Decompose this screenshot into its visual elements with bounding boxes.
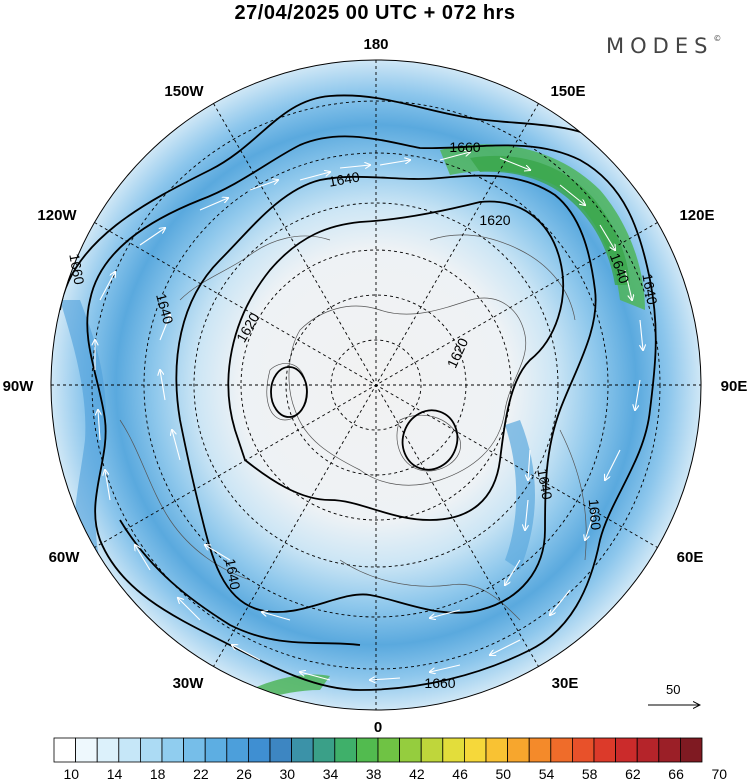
wind-reference-value: 50	[666, 682, 681, 697]
modes-logo: MODES©	[606, 34, 721, 58]
contour-label: 1640	[639, 272, 660, 306]
longitude-label-120w: 120W	[37, 207, 77, 224]
longitude-label-0: 0	[374, 719, 382, 736]
contour-label: 1660	[449, 139, 480, 155]
longitude-label-120e: 120E	[679, 207, 714, 224]
brand-name: MODES	[606, 34, 714, 58]
longitude-label-30w: 30W	[173, 675, 205, 692]
contour-label: 1640	[534, 467, 555, 501]
contour-1640-atlantic	[119, 519, 361, 646]
longitude-label-30e: 30E	[552, 675, 579, 692]
contour-1660	[86, 135, 657, 691]
wind-vectors	[95, 152, 643, 680]
contour-outer	[59, 94, 611, 311]
longitude-label-180: 180	[363, 36, 388, 53]
jet-streak-pacific	[440, 144, 645, 310]
contour-labels: 1660164016201620164016601620164016401660…	[66, 139, 660, 691]
longitude-label-150e: 150E	[550, 83, 585, 100]
longitude-label-60w: 60W	[49, 549, 81, 566]
contour-label: 1640	[327, 168, 361, 189]
longitude-label-60e: 60E	[677, 549, 704, 566]
copyright-mark: ©	[713, 34, 722, 43]
contour-1620	[227, 200, 564, 521]
contour-label: 1660	[424, 675, 455, 691]
graticule	[51, 60, 701, 710]
longitude-label-90w: 90W	[3, 378, 35, 395]
longitude-labels: 180 150E 120E 90E 60E 30E 0 30W 60W 90W 120W 150W	[3, 36, 748, 736]
low-centre-siberia	[401, 409, 459, 471]
contour-label: 1620	[479, 212, 510, 228]
map-border	[50, 59, 702, 711]
low-centre-canada	[270, 366, 308, 418]
contour-label: 1640	[222, 557, 243, 591]
jet-band-east	[505, 420, 535, 570]
map-disk	[51, 60, 701, 710]
map-title: 27/04/2025 00 UTC + 072 hrs	[234, 2, 516, 24]
contour-label: 1660	[66, 252, 87, 286]
contour-label: 1660	[586, 498, 605, 531]
contour-label: 1640	[153, 292, 177, 326]
jet-core-pacific	[470, 155, 630, 285]
longitude-label-90e: 90E	[721, 378, 748, 395]
height-contours	[59, 94, 657, 691]
longitude-label-150w: 150W	[164, 83, 204, 100]
